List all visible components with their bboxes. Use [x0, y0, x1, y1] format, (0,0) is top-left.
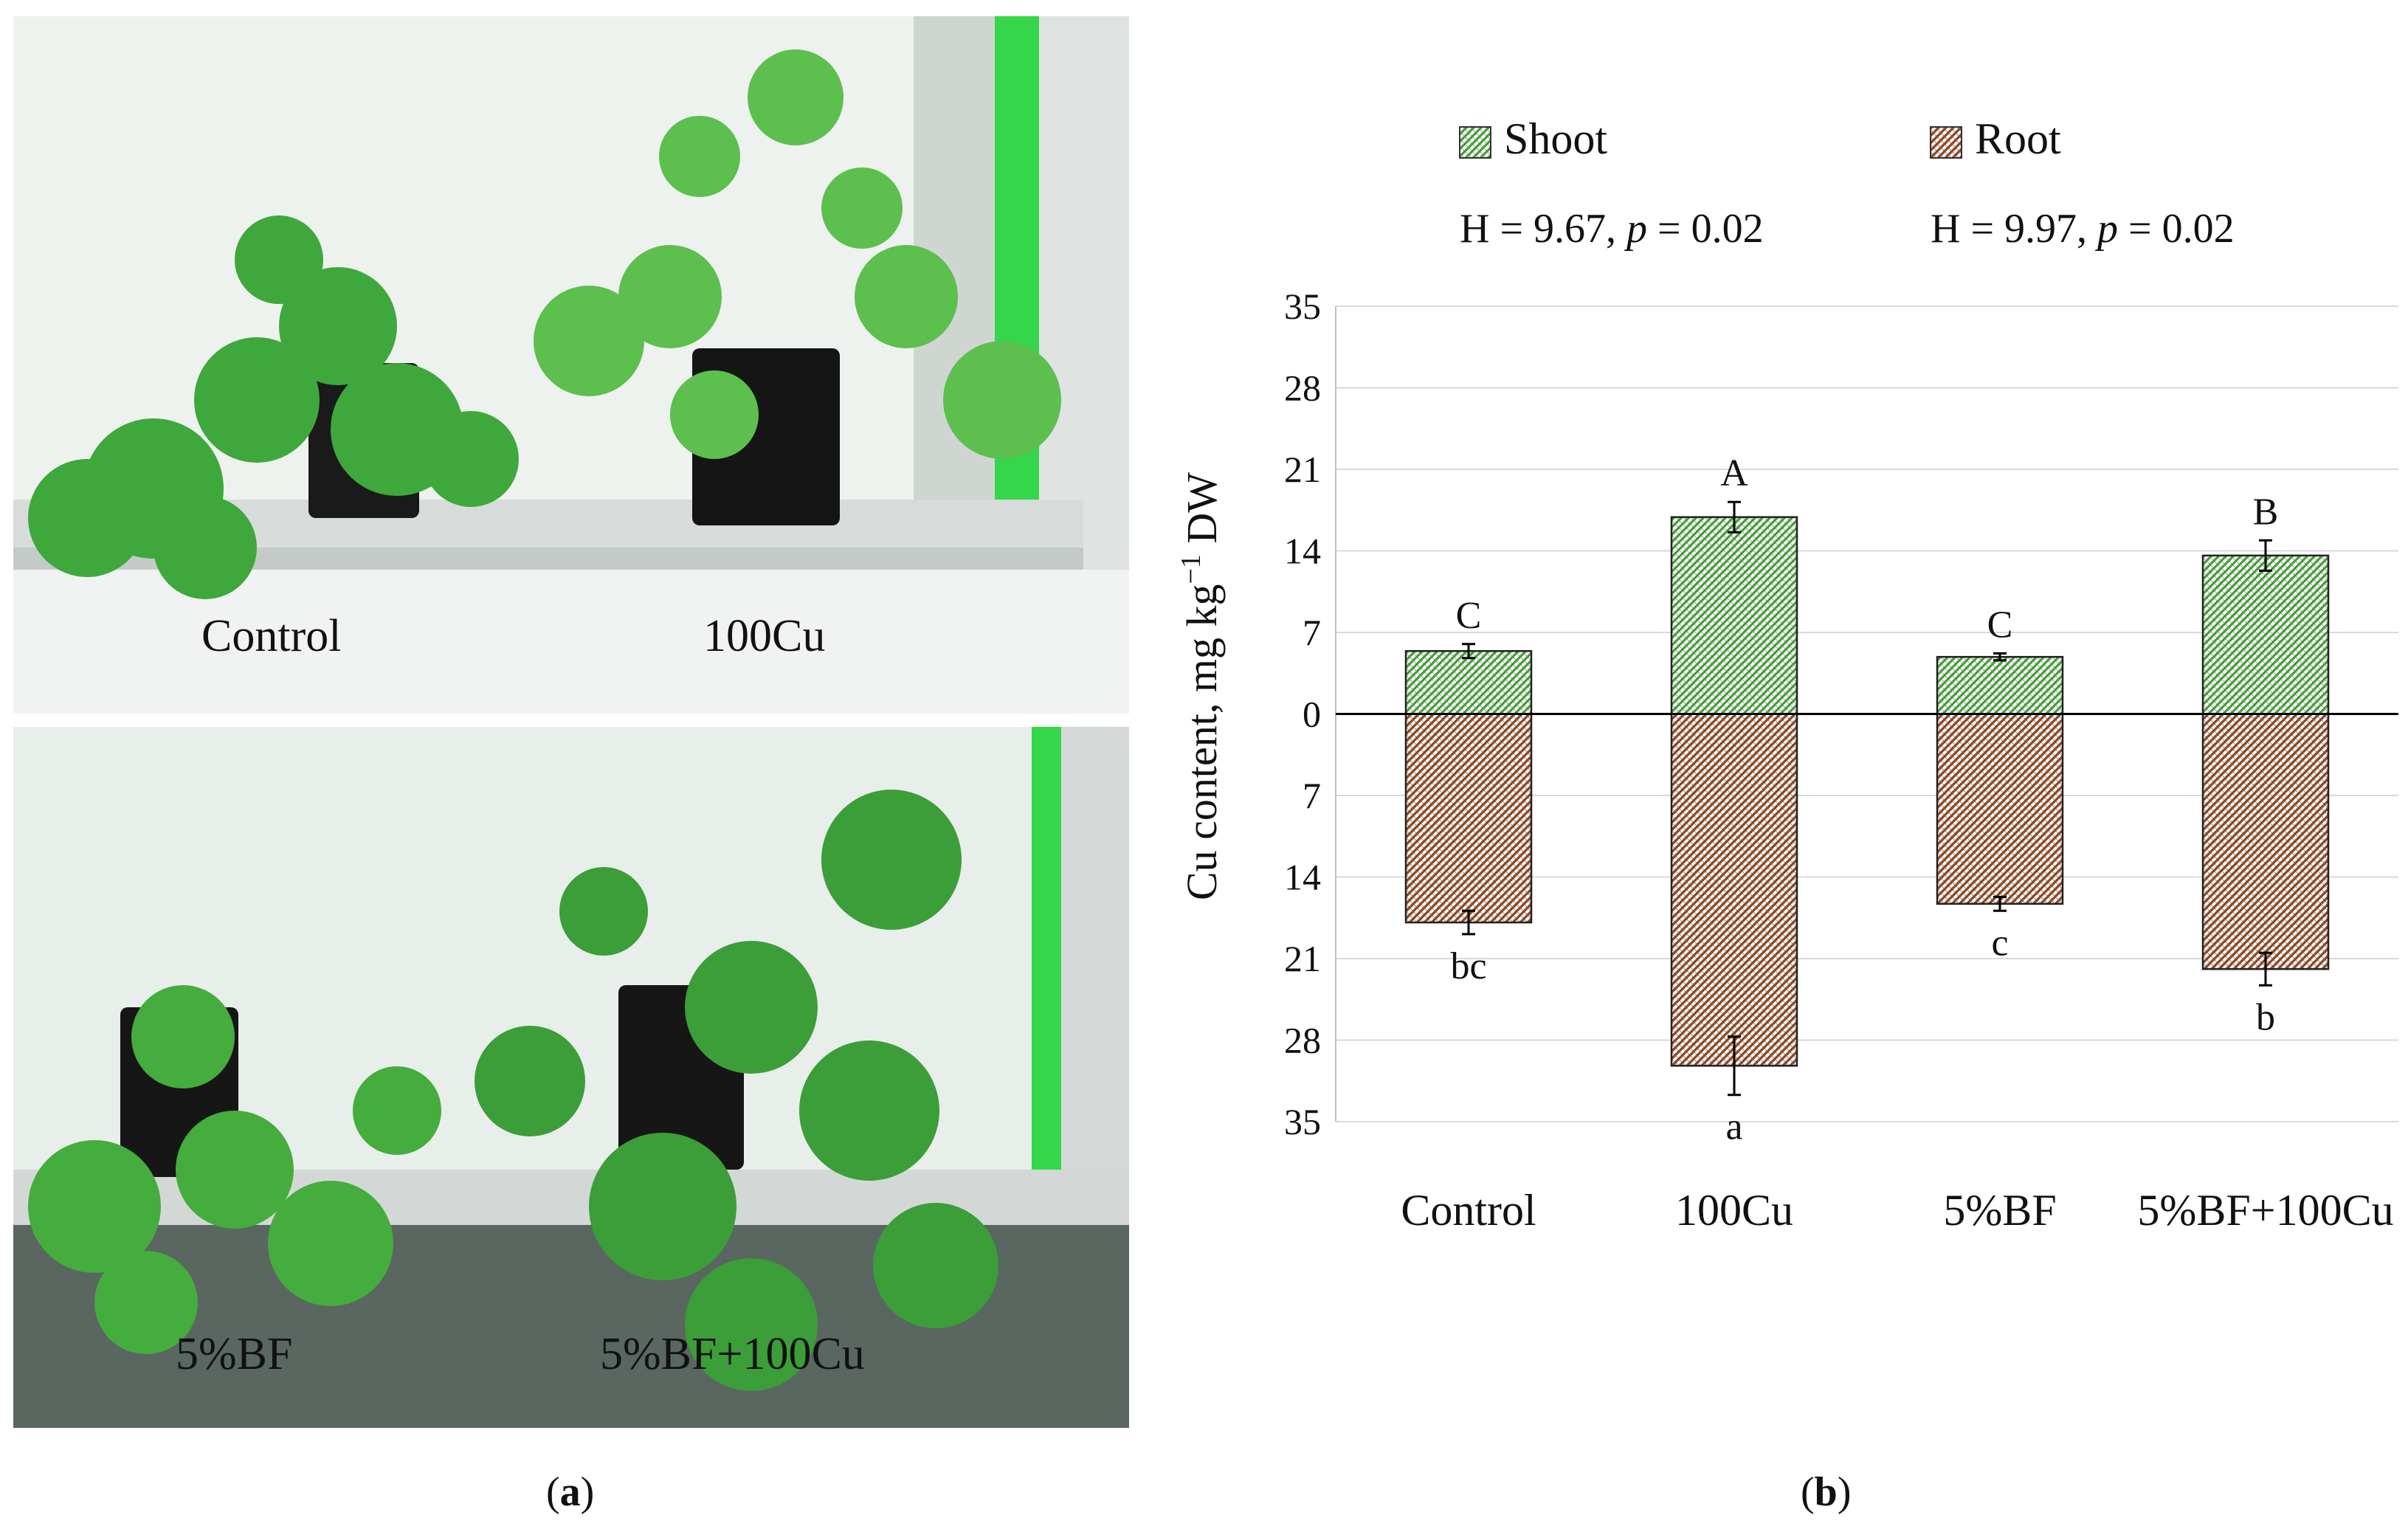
y-tick-label: 21 [1284, 449, 1321, 490]
plant-photo-bottom [13, 727, 1129, 1428]
legend: Shoot Root [1459, 114, 2061, 163]
y-tick-label: 14 [1284, 857, 1321, 898]
y-tick-label: 35 [1284, 286, 1321, 327]
y-axis-title: Cu content, mg kg−1 DW [1176, 472, 1226, 900]
root-bar [1670, 713, 1798, 1067]
legend-label-shoot: Shoot [1504, 114, 1607, 163]
caption-b: (b) [1801, 1469, 1852, 1515]
error-bars [1462, 500, 2272, 1097]
shoot-letter: C [1456, 595, 1482, 637]
shoot-letter: C [1987, 604, 2013, 646]
bars [1404, 516, 2330, 1067]
plant-photo-top [13, 16, 1129, 714]
root-bar [1404, 713, 1533, 924]
photo-control-100cu: Control 100Cu [13, 16, 1129, 714]
cu-content-chart: Shoot Root H = 9.67, p = 0.02 H = 9.97, … [1176, 114, 2398, 1235]
photo-label-control: Control [201, 611, 342, 661]
photo-label-5bf-100cu: 5%BF+100Cu [600, 1329, 865, 1379]
legend-swatch-shoot [1459, 126, 1491, 159]
y-tick-label: 28 [1284, 367, 1321, 409]
y-tick-label: 21 [1284, 938, 1321, 979]
legend-swatch-root [1930, 126, 1962, 159]
shoot-bar [1404, 650, 1533, 715]
stat-shoot: H = 9.67, p = 0.02 [1460, 206, 1764, 252]
shoot-letter: B [2253, 491, 2279, 533]
caption-a: (a) [546, 1469, 595, 1515]
stat-root: H = 9.97, p = 0.02 [1931, 206, 2235, 252]
x-category-label: 5%BF [1943, 1186, 2056, 1235]
x-category-label: Control [1401, 1186, 1536, 1235]
root-letter: bc [1450, 945, 1486, 987]
shoot-bar [2201, 554, 2330, 715]
root-letter: c [1991, 922, 2008, 964]
x-category-labels: Control 100Cu 5%BF 5%BF+100Cu [1401, 1186, 2393, 1235]
y-tick-label: 7 [1303, 775, 1321, 816]
y-tick-label: 14 [1284, 531, 1321, 572]
x-category-label: 100Cu [1675, 1186, 1793, 1235]
photo-label-5bf: 5%BF [176, 1329, 293, 1379]
x-category-label: 5%BF+100Cu [2137, 1186, 2393, 1235]
photo-label-100cu: 100Cu [703, 611, 826, 661]
y-tick-label: 7 [1303, 612, 1321, 653]
y-tick-labels: 0 7 14 21 28 35 7 14 21 28 35 [1284, 286, 1321, 1142]
y-tick-label: 35 [1284, 1101, 1321, 1142]
photo-bf-bf100cu: 5%BF 5%BF+100Cu [13, 727, 1129, 1428]
root-letter: a [1725, 1106, 1742, 1148]
legend-label-root: Root [1975, 114, 2061, 163]
y-tick-label: 0 [1303, 694, 1321, 735]
root-letter: b [2256, 996, 2275, 1038]
root-bar [2201, 713, 2330, 970]
shoot-letter: A [1720, 452, 1748, 494]
significance-letters: C A C Bbc a c b [1450, 452, 2278, 1147]
y-tick-label: 28 [1284, 1020, 1321, 1061]
root-bar [1936, 713, 2064, 905]
shoot-bar [1936, 655, 2064, 715]
shoot-bar [1670, 516, 1798, 715]
